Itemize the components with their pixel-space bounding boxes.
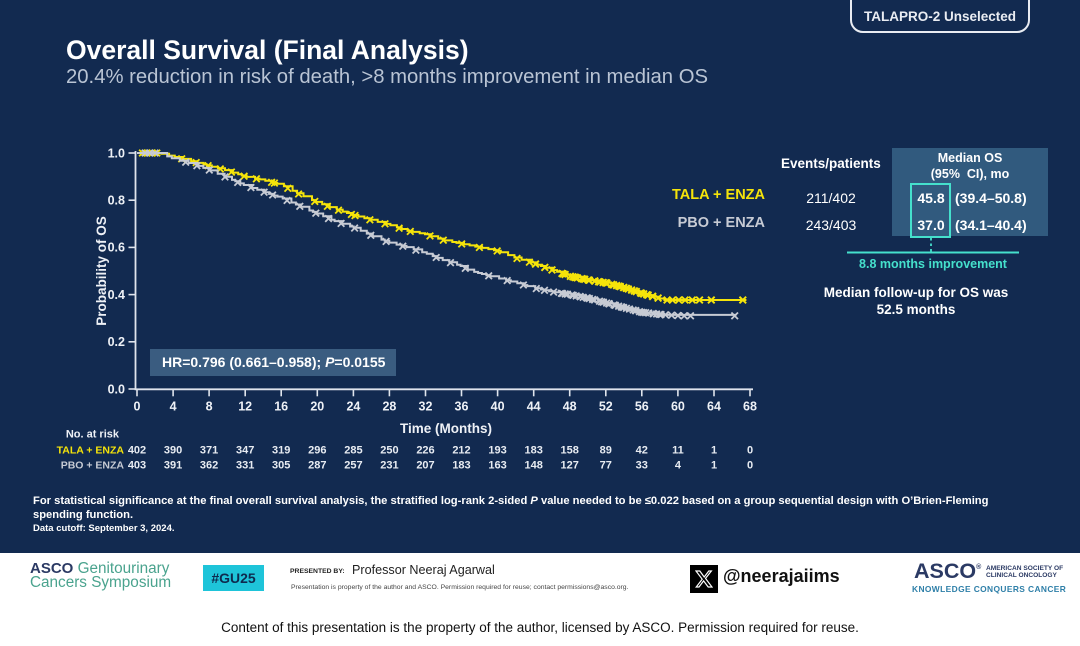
svg-text:148: 148	[525, 460, 543, 472]
svg-text:319: 319	[272, 445, 290, 457]
svg-text:226: 226	[416, 445, 434, 457]
svg-text:33: 33	[636, 460, 648, 472]
svg-text:127: 127	[561, 460, 579, 472]
svg-text:No. at risk: No. at risk	[66, 429, 120, 441]
svg-text:40: 40	[491, 400, 505, 414]
svg-text:TALA + ENZA: TALA + ENZA	[57, 445, 125, 457]
svg-text:1: 1	[711, 460, 717, 472]
svg-text:331: 331	[236, 460, 254, 472]
svg-text:296: 296	[308, 445, 326, 457]
svg-text:0: 0	[747, 460, 753, 472]
svg-text:0: 0	[134, 400, 141, 414]
svg-text:0.2: 0.2	[108, 335, 125, 349]
svg-text:257: 257	[344, 460, 362, 472]
svg-text:8: 8	[206, 400, 213, 414]
svg-text:347: 347	[236, 445, 254, 457]
svg-text:1: 1	[711, 445, 717, 457]
svg-text:Probability of OS: Probability of OS	[94, 216, 109, 326]
svg-text:28: 28	[382, 400, 396, 414]
svg-text:36: 36	[455, 400, 469, 414]
svg-text:403: 403	[128, 460, 146, 472]
svg-text:89: 89	[600, 445, 612, 457]
svg-text:77: 77	[600, 460, 612, 472]
svg-text:193: 193	[488, 445, 506, 457]
svg-text:56: 56	[635, 400, 649, 414]
svg-text:212: 212	[452, 445, 470, 457]
svg-text:231: 231	[380, 460, 398, 472]
svg-text:0.4: 0.4	[108, 288, 125, 302]
svg-text:371: 371	[200, 445, 218, 457]
svg-text:68: 68	[743, 400, 757, 414]
svg-text:287: 287	[308, 460, 326, 472]
svg-text:402: 402	[128, 445, 146, 457]
svg-text:24: 24	[346, 400, 360, 414]
svg-text:183: 183	[452, 460, 470, 472]
svg-text:163: 163	[488, 460, 506, 472]
svg-text:64: 64	[707, 400, 721, 414]
svg-text:250: 250	[380, 445, 398, 457]
svg-text:16: 16	[274, 400, 288, 414]
svg-text:12: 12	[238, 400, 252, 414]
svg-text:390: 390	[164, 445, 182, 457]
svg-text:32: 32	[419, 400, 433, 414]
svg-text:183: 183	[525, 445, 543, 457]
svg-text:60: 60	[671, 400, 685, 414]
svg-text:207: 207	[416, 460, 434, 472]
svg-text:11: 11	[672, 445, 684, 457]
svg-text:Time (Months): Time (Months)	[400, 421, 492, 436]
svg-text:48: 48	[563, 400, 577, 414]
svg-text:158: 158	[561, 445, 579, 457]
svg-text:305: 305	[272, 460, 290, 472]
svg-text:362: 362	[200, 460, 218, 472]
svg-text:0.6: 0.6	[108, 241, 125, 255]
svg-text:0.8: 0.8	[108, 194, 125, 208]
svg-text:52: 52	[599, 400, 613, 414]
svg-text:391: 391	[164, 460, 182, 472]
svg-text:0: 0	[747, 445, 753, 457]
svg-text:42: 42	[636, 445, 648, 457]
svg-text:4: 4	[675, 460, 682, 472]
svg-text:4: 4	[170, 400, 177, 414]
svg-text:285: 285	[344, 445, 362, 457]
svg-text:1.0: 1.0	[108, 146, 125, 160]
svg-text:20: 20	[310, 400, 324, 414]
svg-text:0.0: 0.0	[108, 382, 125, 396]
svg-text:PBO + ENZA: PBO + ENZA	[61, 460, 125, 472]
svg-text:44: 44	[527, 400, 541, 414]
